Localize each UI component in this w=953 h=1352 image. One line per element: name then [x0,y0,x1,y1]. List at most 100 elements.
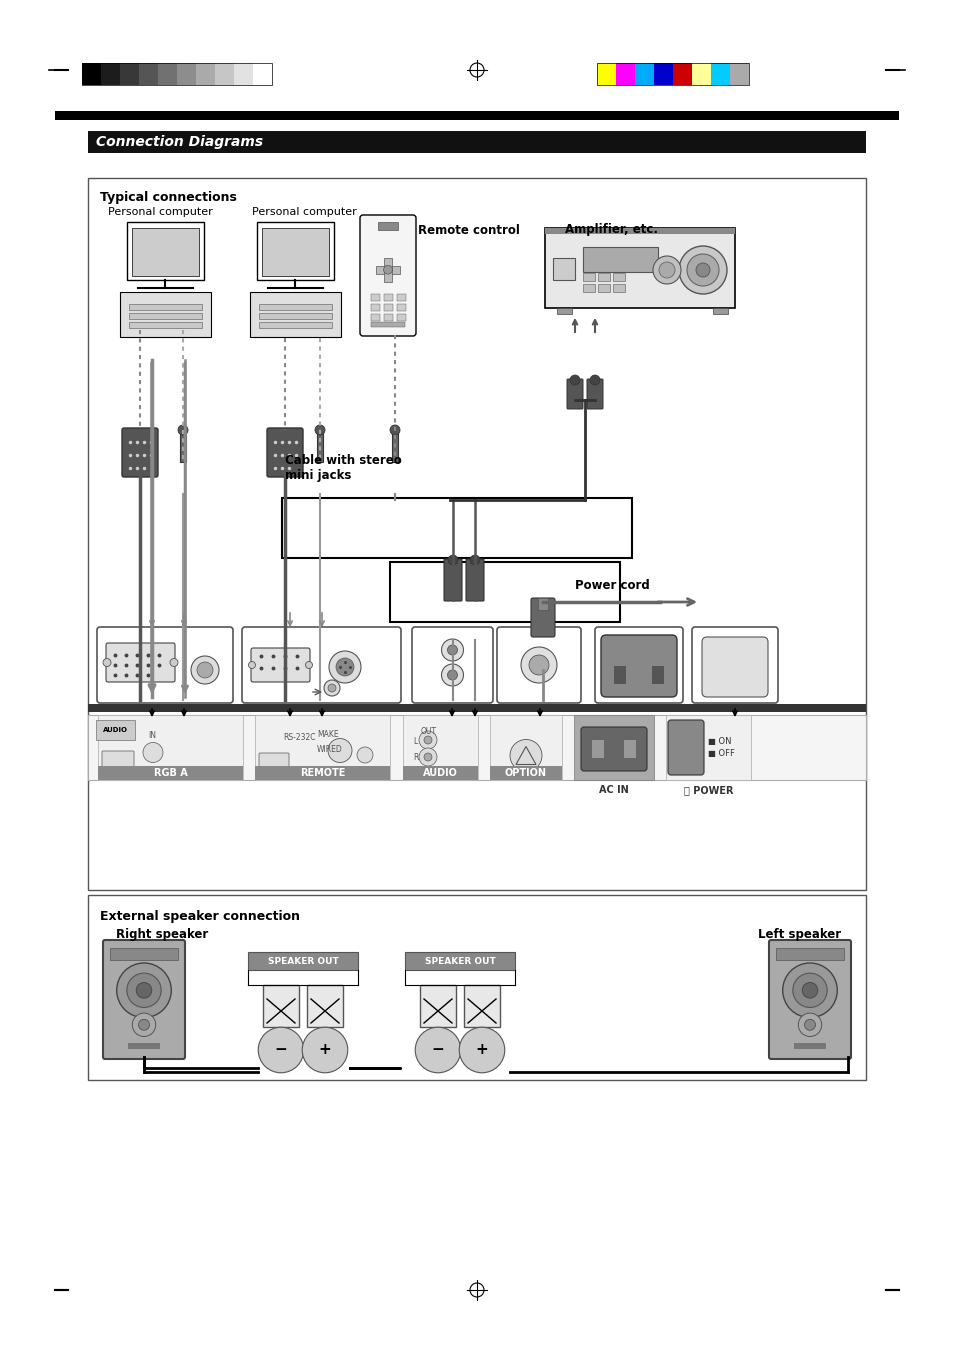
Bar [130,304,201,310]
Bar [371,304,379,311]
Bar [490,715,561,780]
Bar [371,322,405,327]
Circle shape [510,740,541,772]
Bar [582,247,658,272]
Bar [88,704,865,713]
Text: Remote control: Remote control [417,224,519,237]
Bar [775,948,843,960]
Bar [490,767,561,780]
Text: Personal computer: Personal computer [252,207,356,218]
Bar [553,258,575,280]
Bar [88,895,865,1080]
Circle shape [474,1032,490,1048]
Bar [82,64,101,85]
Text: AUDIO: AUDIO [422,768,457,777]
FancyBboxPatch shape [103,940,185,1059]
Bar [88,715,865,780]
Bar [392,430,397,462]
Circle shape [103,658,111,667]
Text: ⓘ POWER: ⓘ POWER [683,786,733,795]
FancyBboxPatch shape [251,648,310,681]
Bar [371,314,379,320]
Circle shape [652,256,680,284]
Text: Cable with stereo
mini jacks: Cable with stereo mini jacks [285,454,401,483]
FancyBboxPatch shape [667,721,703,775]
Text: +: + [476,1042,488,1057]
Bar [729,64,748,85]
Circle shape [520,648,557,683]
Text: +: + [318,1042,331,1057]
Circle shape [138,1019,150,1030]
Circle shape [418,731,436,749]
Bar [651,667,663,684]
Text: Typical connections: Typical connections [100,191,236,204]
Text: ■ OFF: ■ OFF [707,749,734,758]
Circle shape [801,983,817,998]
Text: Left speaker: Left speaker [758,927,841,941]
Bar [384,258,392,281]
Bar [371,293,379,301]
Bar [635,64,654,85]
Text: IN: IN [148,731,156,740]
Bar [665,715,750,780]
Bar [384,314,393,320]
Bar [248,952,357,969]
Bar [98,767,243,780]
Bar [316,430,323,462]
Circle shape [447,645,457,654]
Text: RGB A: RGB A [153,768,187,777]
Circle shape [178,425,188,435]
Text: −: − [431,1042,444,1057]
Bar [259,314,332,319]
Bar [120,64,139,85]
Circle shape [322,1037,328,1042]
Bar [110,948,178,960]
Bar [616,64,635,85]
Bar [402,767,477,780]
FancyBboxPatch shape [412,627,493,703]
Circle shape [136,983,152,998]
Circle shape [335,658,354,676]
Circle shape [390,425,399,435]
Text: OUT: OUT [420,727,436,735]
FancyBboxPatch shape [691,627,778,703]
Bar [654,64,672,85]
Bar [544,228,734,234]
FancyBboxPatch shape [267,429,303,477]
Circle shape [170,658,178,667]
Circle shape [430,1032,446,1048]
Text: MAKE: MAKE [316,730,338,740]
Bar [259,322,332,329]
FancyBboxPatch shape [359,215,416,337]
FancyBboxPatch shape [263,986,298,1028]
Bar [384,304,393,311]
Circle shape [447,671,457,680]
FancyBboxPatch shape [97,627,233,703]
Bar [390,562,619,622]
Bar [384,293,393,301]
Text: ■ ON: ■ ON [707,737,731,746]
Bar [402,715,477,780]
Circle shape [470,556,479,565]
FancyBboxPatch shape [258,753,289,773]
FancyBboxPatch shape [122,429,158,477]
FancyBboxPatch shape [419,986,456,1028]
Circle shape [196,662,213,677]
Bar [396,304,406,311]
Text: Amplifier, etc.: Amplifier, etc. [564,223,658,237]
Circle shape [478,1037,484,1042]
Bar [710,64,729,85]
Bar [180,430,186,462]
Text: AUDIO: AUDIO [103,727,128,733]
Bar [158,64,177,85]
Circle shape [798,1013,821,1037]
Circle shape [328,738,352,763]
Circle shape [529,654,548,675]
Circle shape [383,265,392,274]
Bar [132,228,199,276]
Bar [256,222,335,280]
Bar [253,64,272,85]
Bar [396,314,406,320]
Text: Right speaker: Right speaker [116,927,208,941]
Bar [139,64,158,85]
